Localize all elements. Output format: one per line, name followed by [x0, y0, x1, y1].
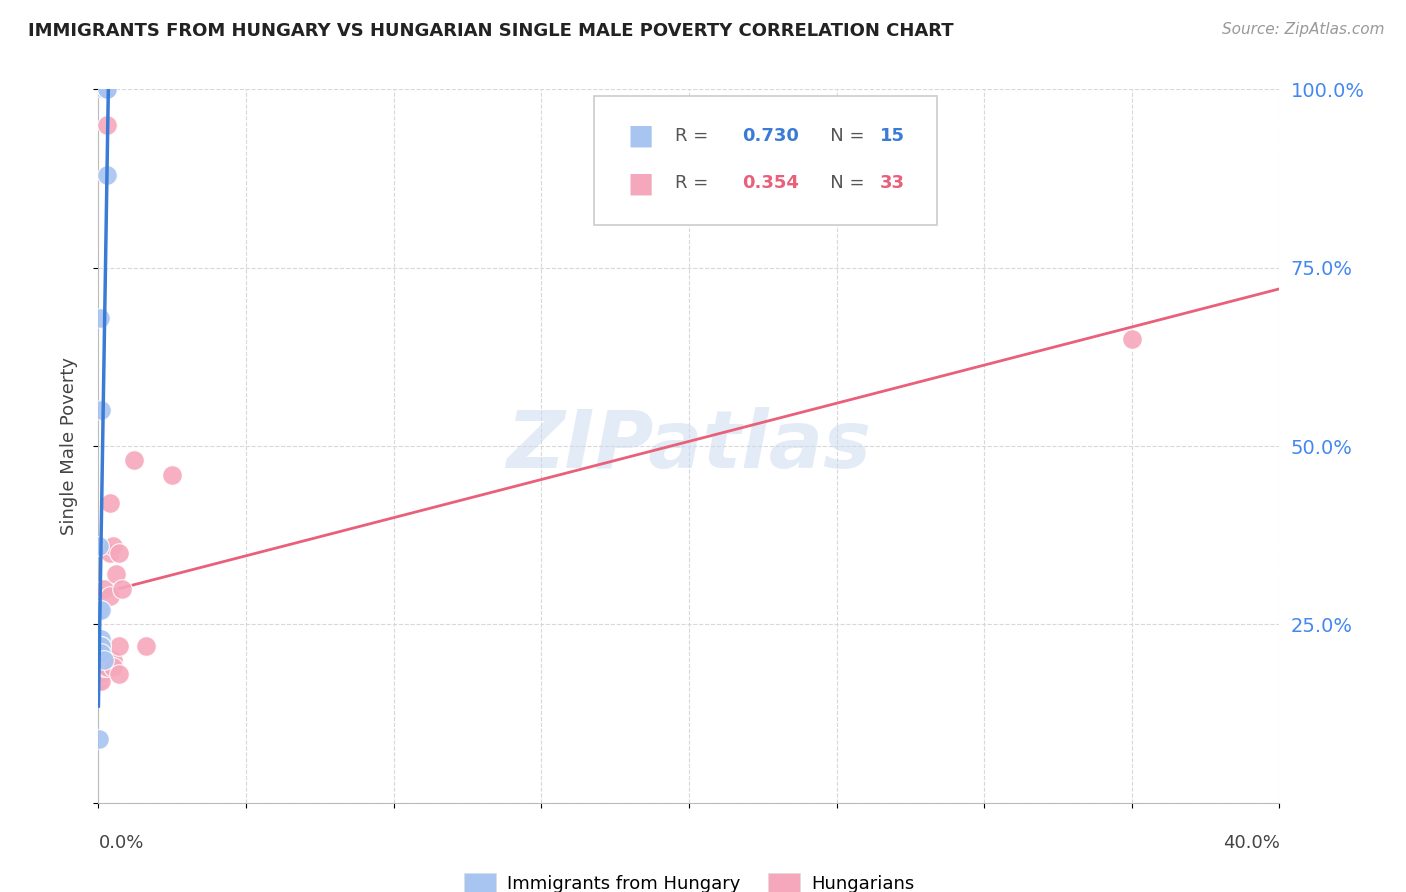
Point	[89, 539, 111, 553]
Point	[96, 82, 118, 96]
Point	[89, 646, 111, 660]
Point	[162, 467, 183, 482]
Text: 0.0%: 0.0%	[98, 834, 143, 852]
Point	[90, 667, 112, 681]
Text: 33: 33	[880, 175, 905, 193]
Point	[96, 168, 118, 182]
Text: 15: 15	[880, 127, 905, 145]
Point	[90, 403, 112, 417]
Point	[135, 639, 157, 653]
Point	[90, 646, 112, 660]
Point	[96, 82, 118, 96]
Point	[93, 653, 115, 667]
Text: ■: ■	[627, 121, 654, 150]
Point	[103, 539, 125, 553]
Text: R =: R =	[675, 127, 714, 145]
Point	[105, 567, 128, 582]
Point	[96, 82, 118, 96]
Point	[122, 453, 145, 467]
Point	[90, 646, 112, 660]
Point	[1121, 332, 1143, 346]
Text: IMMIGRANTS FROM HUNGARY VS HUNGARIAN SINGLE MALE POVERTY CORRELATION CHART: IMMIGRANTS FROM HUNGARY VS HUNGARIAN SIN…	[28, 22, 953, 40]
Point	[98, 546, 121, 560]
Point	[103, 660, 125, 674]
Text: R =: R =	[675, 175, 714, 193]
Point	[90, 660, 112, 674]
Point	[89, 674, 111, 689]
Point	[90, 639, 112, 653]
Point	[90, 674, 112, 689]
Point	[89, 667, 111, 681]
Y-axis label: Single Male Poverty: Single Male Poverty	[59, 357, 77, 535]
Point	[96, 118, 118, 132]
Text: 40.0%: 40.0%	[1223, 834, 1279, 852]
Point	[98, 589, 121, 603]
Point	[111, 582, 134, 596]
Text: ■: ■	[627, 169, 654, 197]
Point	[89, 731, 111, 746]
Text: 0.354: 0.354	[742, 175, 799, 193]
Point	[90, 603, 112, 617]
Point	[103, 653, 125, 667]
Text: ZIPatlas: ZIPatlas	[506, 407, 872, 485]
Point	[89, 660, 111, 674]
Point	[93, 82, 115, 96]
Point	[98, 496, 121, 510]
Point	[96, 660, 118, 674]
Point	[90, 639, 112, 653]
Point	[93, 660, 115, 674]
Point	[89, 639, 111, 653]
Text: N =: N =	[813, 127, 870, 145]
Point	[89, 653, 111, 667]
Point	[93, 646, 115, 660]
Text: 0.730: 0.730	[742, 127, 799, 145]
Point	[89, 646, 111, 660]
Point	[90, 639, 112, 653]
Point	[89, 310, 111, 325]
Text: Source: ZipAtlas.com: Source: ZipAtlas.com	[1222, 22, 1385, 37]
FancyBboxPatch shape	[595, 96, 936, 225]
Point	[108, 667, 131, 681]
Legend: Immigrants from Hungary, Hungarians: Immigrants from Hungary, Hungarians	[457, 865, 921, 892]
Text: N =: N =	[813, 175, 870, 193]
Point	[89, 603, 111, 617]
Point	[90, 632, 112, 646]
Point	[108, 639, 131, 653]
Point	[93, 582, 115, 596]
Point	[108, 546, 131, 560]
